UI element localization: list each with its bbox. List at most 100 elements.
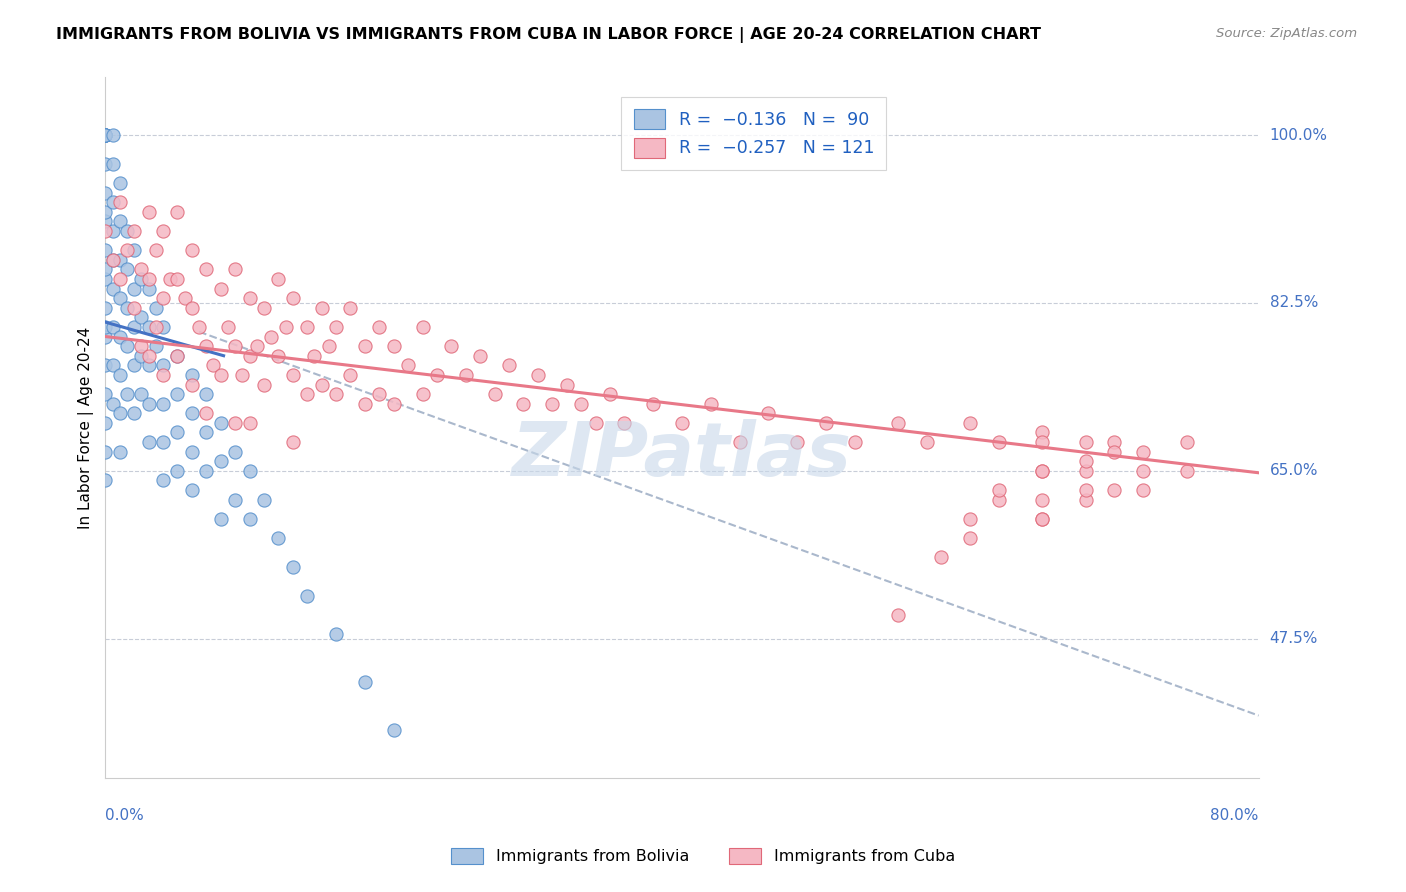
Point bbox=[396, 359, 419, 373]
Point bbox=[1104, 435, 1126, 450]
Point bbox=[1031, 435, 1053, 450]
Point bbox=[180, 243, 202, 257]
Point bbox=[122, 224, 145, 238]
Point bbox=[281, 435, 304, 450]
Point bbox=[1175, 435, 1198, 450]
Point bbox=[94, 272, 117, 286]
Point bbox=[728, 435, 751, 450]
Point bbox=[108, 176, 131, 190]
Point bbox=[815, 416, 838, 430]
Point bbox=[844, 435, 866, 450]
Point bbox=[101, 128, 124, 142]
Point bbox=[101, 359, 124, 373]
Point bbox=[253, 301, 276, 315]
Point bbox=[217, 320, 239, 334]
Point bbox=[318, 339, 340, 353]
Point bbox=[195, 387, 218, 401]
Point bbox=[115, 243, 138, 257]
Point bbox=[585, 416, 607, 430]
Point bbox=[311, 301, 333, 315]
Point bbox=[145, 320, 167, 334]
Point bbox=[166, 204, 188, 219]
Point bbox=[173, 291, 195, 305]
Point bbox=[94, 416, 117, 430]
Text: 65.0%: 65.0% bbox=[1270, 463, 1319, 478]
Point bbox=[166, 387, 188, 401]
Point bbox=[1074, 483, 1097, 497]
Point bbox=[988, 492, 1011, 507]
Point bbox=[988, 483, 1011, 497]
Point bbox=[382, 397, 405, 411]
Point bbox=[1104, 483, 1126, 497]
Point bbox=[138, 349, 160, 363]
Point bbox=[94, 128, 117, 142]
Point bbox=[131, 310, 153, 325]
Point bbox=[138, 320, 160, 334]
Point bbox=[354, 339, 377, 353]
Point bbox=[94, 186, 117, 200]
Point bbox=[101, 252, 124, 267]
Point bbox=[569, 397, 592, 411]
Point bbox=[1175, 464, 1198, 478]
Point bbox=[700, 397, 723, 411]
Point bbox=[131, 272, 153, 286]
Point bbox=[122, 406, 145, 420]
Point bbox=[412, 320, 434, 334]
Point bbox=[138, 397, 160, 411]
Point bbox=[209, 512, 232, 526]
Point bbox=[238, 512, 260, 526]
Point bbox=[94, 262, 117, 277]
Point bbox=[166, 425, 188, 440]
Point bbox=[267, 349, 290, 363]
Point bbox=[152, 320, 174, 334]
Text: 0.0%: 0.0% bbox=[105, 808, 145, 823]
Point bbox=[94, 359, 117, 373]
Point bbox=[122, 320, 145, 334]
Point bbox=[94, 128, 117, 142]
Point bbox=[101, 157, 124, 171]
Point bbox=[180, 483, 202, 497]
Point bbox=[599, 387, 621, 401]
Point bbox=[94, 243, 117, 257]
Point bbox=[1132, 444, 1154, 458]
Point bbox=[152, 368, 174, 382]
Point bbox=[94, 214, 117, 228]
Point bbox=[145, 301, 167, 315]
Point bbox=[180, 377, 202, 392]
Point bbox=[1031, 464, 1053, 478]
Point bbox=[671, 416, 693, 430]
Point bbox=[138, 359, 160, 373]
Point bbox=[152, 397, 174, 411]
Point bbox=[887, 607, 910, 622]
Point bbox=[238, 464, 260, 478]
Point bbox=[94, 224, 117, 238]
Point bbox=[758, 406, 780, 420]
Point bbox=[959, 416, 981, 430]
Point bbox=[426, 368, 449, 382]
Point bbox=[101, 320, 124, 334]
Point bbox=[281, 368, 304, 382]
Point bbox=[131, 262, 153, 277]
Point bbox=[180, 301, 202, 315]
Point bbox=[253, 377, 276, 392]
Point bbox=[108, 444, 131, 458]
Point bbox=[224, 262, 246, 277]
Point bbox=[1031, 425, 1053, 440]
Point bbox=[138, 281, 160, 295]
Point bbox=[180, 368, 202, 382]
Point bbox=[101, 224, 124, 238]
Point bbox=[325, 320, 347, 334]
Point bbox=[94, 320, 117, 334]
Point bbox=[1074, 435, 1097, 450]
Point bbox=[440, 339, 463, 353]
Point bbox=[295, 387, 318, 401]
Point bbox=[484, 387, 506, 401]
Point bbox=[94, 128, 117, 142]
Point bbox=[152, 359, 174, 373]
Point bbox=[224, 492, 246, 507]
Text: Source: ZipAtlas.com: Source: ZipAtlas.com bbox=[1216, 27, 1357, 40]
Point bbox=[101, 252, 124, 267]
Point bbox=[138, 204, 160, 219]
Point bbox=[959, 531, 981, 545]
Point bbox=[267, 531, 290, 545]
